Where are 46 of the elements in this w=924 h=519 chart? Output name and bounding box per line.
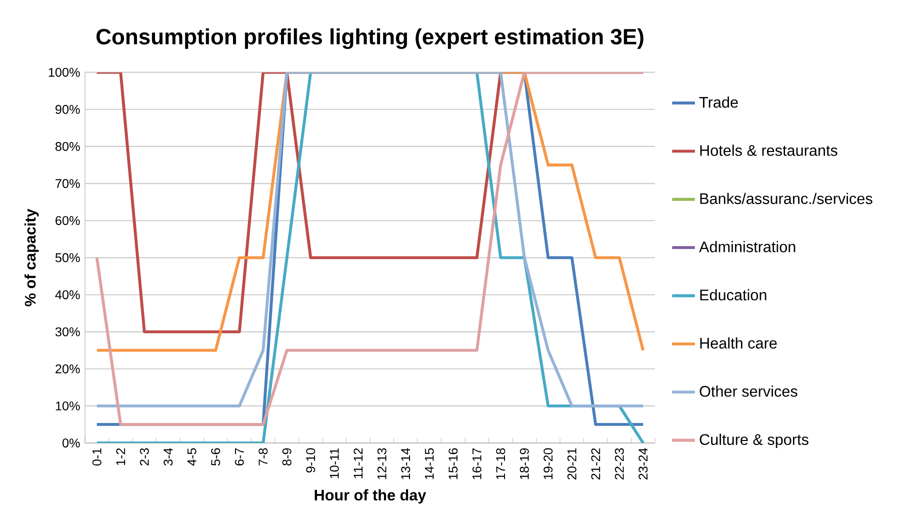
x-tick-label: 20-21 <box>567 448 576 480</box>
legend-label: Health care <box>700 337 777 349</box>
x-tick-label: 21-22 <box>591 448 600 480</box>
y-tick-label: 40% <box>55 290 80 300</box>
x-tick-label: 8-9 <box>282 448 292 466</box>
x-tick-label: 19-20 <box>544 448 553 480</box>
legend-label: Other services <box>700 386 798 397</box>
legend-label: Banks/assuranc./services <box>700 192 872 204</box>
y-tick-label: 30% <box>55 327 80 336</box>
x-tick-label: 17-18 <box>496 448 506 480</box>
x-tick-label: 6-7 <box>234 448 244 466</box>
x-tick-label: 5-6 <box>211 448 220 466</box>
y-tick-label: 70% <box>56 179 80 188</box>
legend-label: Trade <box>699 96 738 108</box>
x-tick-label: 12-13 <box>377 448 386 480</box>
x-tick-label: 22-23 <box>614 448 624 480</box>
x-tick-label: 1-2 <box>116 448 126 466</box>
x-axis-title: Hour of the day <box>314 489 426 504</box>
x-tick-label: 7-8 <box>258 448 268 466</box>
y-tick-label: 100% <box>48 68 80 77</box>
x-tick-label: 2-3 <box>140 448 149 466</box>
y-tick-label: 50% <box>55 253 80 262</box>
y-tick-label: 60% <box>56 216 80 226</box>
x-tick-label: 11-12 <box>354 448 363 478</box>
x-tick-label: 15-16 <box>448 448 458 480</box>
x-tick-label: 0-1 <box>92 448 102 466</box>
y-tick-label: 90% <box>56 104 80 114</box>
x-tick-label: 18-19 <box>520 448 529 480</box>
x-tick-label: 13-14 <box>401 448 410 480</box>
y-tick-label: 10% <box>56 401 80 410</box>
y-tick-label: 20% <box>56 364 80 374</box>
x-tick-label: 16-17 <box>472 448 482 480</box>
x-tick-label: 9-10 <box>306 448 316 472</box>
x-tick-label: 10-11 <box>330 448 339 478</box>
legend-label: Administration <box>699 241 796 252</box>
legend-label: Hotels & restaurants <box>700 144 838 156</box>
y-tick-label: 80% <box>55 142 80 151</box>
legend-label: Culture & sports <box>700 434 808 448</box>
x-tick-label: 4-5 <box>187 448 196 466</box>
y-tick-label: 0% <box>62 438 80 448</box>
legend-label: Education <box>700 289 766 300</box>
y-axis-title: % of capacity <box>24 208 39 306</box>
x-tick-label: 23-24 <box>638 448 648 480</box>
chart-title: Consumption profiles lighting (expert estimation 3E) <box>96 28 644 49</box>
x-tick-label: 3-4 <box>164 448 173 466</box>
x-tick-label: 14-15 <box>424 448 434 480</box>
